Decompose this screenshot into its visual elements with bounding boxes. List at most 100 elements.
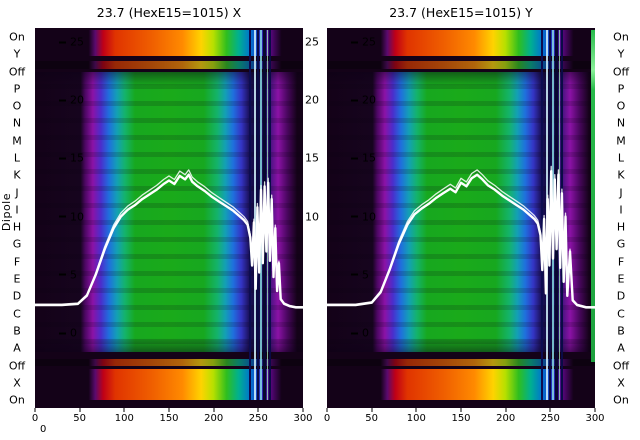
x-tick-label: 200 [496, 413, 516, 424]
right-tick-label: 25 [305, 35, 319, 49]
x-axis-x: 0 50 100 150 200 250 300 [32, 408, 313, 430]
y-tick-mark [59, 273, 66, 276]
x-tick-label: 0 [323, 413, 331, 424]
panel-y-title: 23.7 (HexE15=1015) Y [389, 5, 533, 20]
right-tick-label: 10 [305, 210, 319, 224]
beam-profile-line [35, 169, 303, 309]
row-label: E [13, 272, 21, 286]
x-tick-label: 50 [73, 413, 87, 424]
row-label: C [13, 307, 21, 321]
heatmap-x: 25 20 15 10 5 0 [35, 28, 303, 408]
y-tick-mark [59, 99, 66, 102]
y-tick-mark [59, 157, 66, 160]
x-tick-label: 250 [540, 413, 560, 424]
y-tick-mark [59, 332, 66, 334]
heatmap-y: 25 20 15 10 5 0 [327, 28, 595, 408]
y-tick-label: 15 [351, 152, 376, 165]
y-tick-label: 0 [351, 327, 369, 340]
x-tick-mark [371, 408, 373, 412]
y-tick-mark [351, 157, 358, 160]
x-tick-label: 250 [248, 413, 268, 424]
row-label: P [617, 82, 625, 96]
streak-line [541, 30, 543, 400]
y-tick-mark [351, 215, 358, 218]
row-label: On [613, 30, 629, 44]
y-tick-label: 5 [59, 268, 77, 281]
row-labels-right: On Y Off P O N M L K J I H G F E D C B A Off X On [606, 28, 636, 418]
y-tick-mark [351, 99, 358, 102]
panel-x: 23.7 (HexE15=1015) X 25 20 15 10 5 0 0 50 100 15… [32, 5, 313, 424]
x-tick-label: 300 [585, 413, 605, 424]
y-tick-label: 20 [59, 94, 84, 107]
x-tick-mark [257, 408, 259, 412]
row-label: L [13, 151, 21, 165]
streak-line [254, 30, 256, 400]
beam-profile-line [327, 165, 595, 309]
row-label: O [616, 99, 626, 113]
row-label: D [616, 289, 626, 303]
colorband-bottom-thin [327, 359, 595, 366]
x-tick-mark [549, 408, 551, 412]
y-tick-label: 15 [59, 152, 84, 165]
row-label: I [619, 203, 623, 217]
row-label: E [617, 272, 625, 286]
y-tick-mark [351, 273, 358, 276]
row-label: A [13, 341, 21, 355]
row-label: M [12, 134, 22, 148]
row-label: O [12, 99, 22, 113]
row-label: K [13, 168, 21, 182]
row-label: B [617, 324, 625, 338]
row-label: A [617, 341, 625, 355]
x-tick-label: 100 [114, 413, 134, 424]
x-tick-label: 50 [365, 413, 379, 424]
x-tick-mark [168, 408, 170, 412]
y-tick-label: 25 [351, 36, 376, 49]
row-label: B [13, 324, 21, 338]
y-tick-label: 20 [351, 94, 376, 107]
right-tick-label: 20 [305, 93, 319, 107]
y-tick-mark [351, 41, 358, 43]
row-label: H [12, 220, 22, 234]
panel-y: 23.7 (HexE15=1015) Y 25 20 15 10 5 0 0 50 100 15… [324, 5, 605, 424]
row-label: F [13, 255, 21, 269]
x-tick-mark [123, 408, 125, 412]
x-tick-label: 300 [293, 413, 313, 424]
y-tick-label: 0 [59, 327, 77, 340]
row-label: Y [13, 47, 21, 61]
x-axis-y: 0 50 100 150 200 250 300 [323, 408, 605, 430]
row-label: N [12, 116, 22, 130]
row-label: F [617, 255, 625, 269]
x-tick-mark [302, 408, 304, 412]
row-label: Off [612, 359, 630, 372]
x-tick-label: 200 [204, 413, 224, 424]
y-tick-label: 25 [59, 36, 84, 49]
right-tick-label: 15 [305, 151, 319, 165]
row-labels-left: On Y Off P O N M L K J I H G F E D C B A Off X On [2, 28, 32, 418]
x-tick-mark [594, 408, 596, 412]
row-label: I [15, 203, 19, 217]
x-tick-mark [34, 408, 36, 412]
colorband-top-thin [327, 61, 595, 69]
row-label: G [616, 237, 626, 251]
row-label: M [616, 134, 626, 148]
x-tick-label: 100 [406, 413, 426, 424]
row-label: N [616, 116, 626, 130]
streak-line [249, 30, 251, 400]
row-label: Off [8, 65, 26, 79]
right-axis-ticks: 25 20 15 10 [305, 28, 327, 408]
row-label: On [613, 393, 629, 407]
y-tick-mark [59, 215, 66, 218]
row-label: J [619, 186, 623, 200]
row-label: D [12, 289, 22, 303]
row-label: K [617, 168, 625, 182]
row-label: X [13, 376, 21, 390]
x-tick-label: 150 [451, 413, 471, 424]
row-label: J [15, 186, 19, 200]
x-tick-mark [79, 408, 81, 412]
x-tick-label: 150 [159, 413, 179, 424]
x-tick-mark [415, 408, 417, 412]
row-label: X [617, 376, 625, 390]
edge-streak [591, 30, 595, 362]
panel-x-title: 23.7 (HexE15=1015) X [96, 5, 242, 20]
x-tick-mark [505, 408, 507, 412]
